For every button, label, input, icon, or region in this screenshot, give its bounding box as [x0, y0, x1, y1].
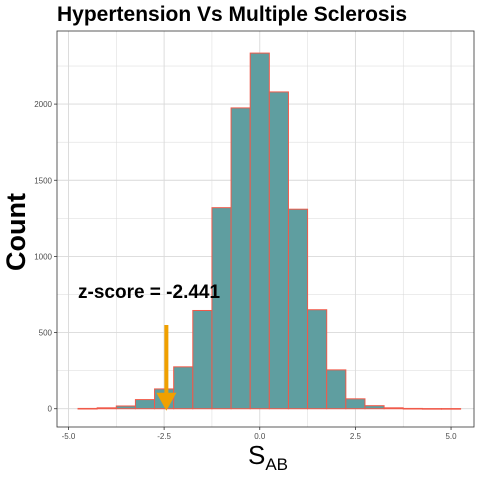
histogram-bar — [345, 398, 366, 410]
x-tick-label: 2.5 — [350, 432, 362, 441]
x-tick-label: 5.0 — [445, 432, 457, 441]
y-tick-label: 2000 — [34, 100, 52, 109]
y-tick-label: 500 — [39, 329, 53, 338]
x-ticks: -5.0 -2.5 0.0 2.5 5.0 — [62, 427, 457, 441]
histogram-bar — [402, 407, 423, 410]
histogram-bar — [287, 208, 309, 410]
x-tick-label: -5.0 — [62, 432, 76, 441]
histogram-bar — [192, 309, 213, 410]
x-axis-label: SAB — [248, 440, 288, 474]
histogram-bar — [307, 309, 328, 410]
histogram-bar — [268, 91, 289, 410]
histogram-bar — [421, 408, 442, 410]
y-axis-label: Count — [1, 193, 31, 271]
histogram-bar — [440, 408, 462, 410]
histogram-bar — [230, 107, 251, 410]
y-tick-label: 1500 — [34, 176, 52, 185]
arrow-head — [156, 392, 177, 411]
x-tick-label: -2.5 — [157, 432, 171, 441]
y-tick-label: 1000 — [34, 252, 52, 261]
histogram-bar — [364, 405, 385, 410]
y-tick-label: 0 — [48, 405, 53, 414]
y-ticks: 0 500 1000 1500 2000 — [34, 100, 57, 414]
bars — [77, 52, 462, 410]
histogram-bar — [96, 407, 117, 410]
histogram-bar — [211, 207, 232, 410]
chart-title: Hypertension Vs Multiple Sclerosis — [57, 3, 407, 26]
z-score-label: z-score = -2.441 — [78, 282, 220, 303]
histogram-bar — [249, 52, 270, 410]
histogram-bar — [383, 407, 404, 410]
histogram-bar — [77, 407, 98, 410]
panel-border — [56, 30, 475, 428]
histogram-bar — [115, 405, 136, 410]
x-axis-label-subscript: AB — [265, 455, 288, 474]
histogram-bar — [173, 366, 194, 410]
z-score-arrow — [156, 324, 177, 411]
x-tick-label: 0.0 — [254, 432, 266, 441]
x-axis-label-main: S — [248, 440, 265, 470]
histogram-bar — [134, 399, 156, 410]
histogram-bar — [326, 369, 347, 410]
